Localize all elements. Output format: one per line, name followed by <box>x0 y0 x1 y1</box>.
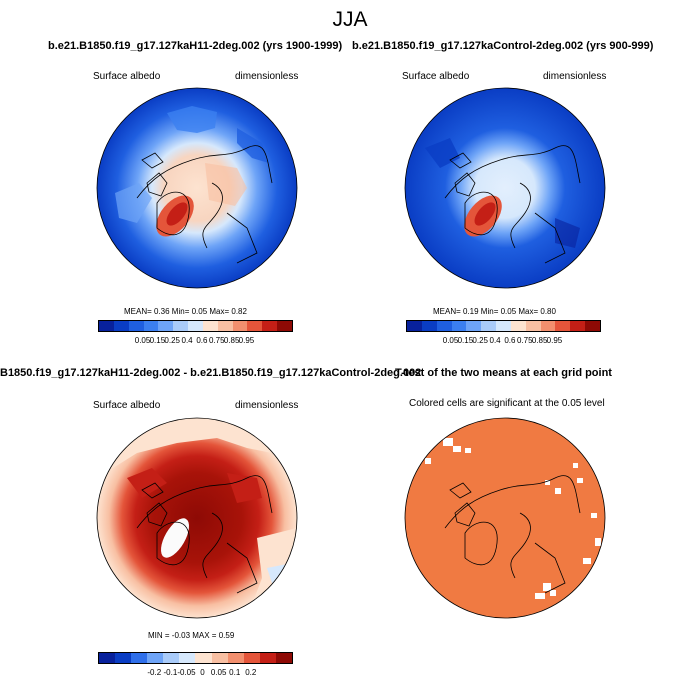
colorbar-tick-label: 0.85 <box>531 336 548 345</box>
panel2-colorbar <box>406 320 601 332</box>
colorbar-swatch <box>451 321 467 331</box>
colorbar-swatch <box>436 321 452 331</box>
colorbar-swatch <box>188 321 203 331</box>
colorbar-tick-label: 0.4 <box>181 336 193 345</box>
colorbar-swatch <box>232 321 248 331</box>
colorbar-swatch <box>163 653 180 663</box>
panel2-units-label: dimensionless <box>543 71 607 82</box>
colorbar-swatch <box>147 653 164 663</box>
panel3-map <box>96 417 298 619</box>
colorbar-tick-label: 0.15 <box>457 336 474 345</box>
colorbar-tick-label: -0.1 <box>163 668 178 677</box>
panel3-stats: MIN = -0.03 MAX = 0.59 <box>148 631 235 640</box>
colorbar-swatch <box>243 653 260 663</box>
colorbar-swatch <box>570 321 586 331</box>
colorbar-swatch <box>131 653 148 663</box>
colorbar-swatch <box>510 321 526 331</box>
panel2-variable-label: Surface albedo <box>402 71 470 82</box>
colorbar-tick-label: 0.25 <box>472 336 489 345</box>
colorbar-swatch <box>173 321 189 331</box>
colorbar-swatch <box>496 321 511 331</box>
colorbar-tick-label: 0.15 <box>149 336 166 345</box>
colorbar-tick-label: 0.75 <box>208 336 225 345</box>
colorbar-swatch <box>158 321 174 331</box>
colorbar-tick-label: 0.75 <box>516 336 533 345</box>
colorbar-tick-label: 0.85 <box>223 336 240 345</box>
panel3-colorbar-ticks: -0.2 -0.1 -0.05 0 0.05 0.1 0.2 <box>98 668 291 678</box>
colorbar-tick-label: 0.05 <box>134 336 151 345</box>
colorbar-swatch <box>115 653 132 663</box>
colorbar-tick-label: 0.95 <box>238 336 255 345</box>
colorbar-swatch <box>247 321 263 331</box>
colorbar-swatch <box>179 653 196 663</box>
colorbar-swatch <box>99 653 116 663</box>
colorbar-tick-label: 0.4 <box>489 336 501 345</box>
colorbar-swatch <box>275 653 292 663</box>
panel2-map <box>404 87 606 289</box>
panel1-colorbar-ticks: 0.05 0.15 0.25 0.4 0.6 0.75 0.85 0.95 <box>98 336 291 346</box>
panel1-map <box>96 87 298 289</box>
panel3-title: B1850.f19_g17.127kaH11-2deg.002 - b.e21.… <box>0 367 422 379</box>
colorbar-swatch <box>143 321 159 331</box>
colorbar-tick-label: 0.05 <box>442 336 459 345</box>
colorbar-swatch <box>421 321 437 331</box>
colorbar-swatch <box>99 321 114 331</box>
colorbar-tick-label: -0.2 <box>147 668 162 677</box>
colorbar-tick-label: 0.1 <box>229 668 241 677</box>
colorbar-swatch <box>540 321 556 331</box>
panel1-variable-label: Surface albedo <box>93 71 161 82</box>
panel1-colorbar <box>98 320 293 332</box>
colorbar-tick-label: 0.25 <box>164 336 181 345</box>
colorbar-swatch <box>128 321 144 331</box>
panel2-colorbar-ticks: 0.05 0.15 0.25 0.4 0.6 0.75 0.85 0.95 <box>406 336 599 346</box>
colorbar-tick-label: 0.05 <box>210 668 227 677</box>
colorbar-swatch <box>202 321 218 331</box>
colorbar-swatch <box>195 653 212 663</box>
colorbar-swatch <box>227 653 244 663</box>
colorbar-swatch <box>407 321 422 331</box>
panel2-stats: MEAN= 0.19 Min= 0.05 Max= 0.80 <box>433 307 556 316</box>
colorbar-swatch <box>113 321 129 331</box>
panel4-title: T-test of the two means at each grid poi… <box>395 367 612 379</box>
colorbar-swatch <box>525 321 541 331</box>
colorbar-swatch <box>585 321 600 331</box>
colorbar-tick-label: 0.6 <box>196 336 208 345</box>
panel1-title: b.e21.B1850.f19_g17.127kaH11-2deg.002 (y… <box>48 40 343 52</box>
figure-title: JJA <box>332 8 368 31</box>
panel4-map <box>404 417 606 619</box>
panel1-stats: MEAN= 0.36 Min= 0.05 Max= 0.82 <box>124 307 247 316</box>
panel3-variable-label: Surface albedo <box>93 400 161 411</box>
colorbar-swatch <box>259 653 276 663</box>
panel2-title: b.e21.B1850.f19_g17.127kaControl-2deg.00… <box>352 40 654 52</box>
colorbar-swatch <box>217 321 233 331</box>
colorbar-tick-label: -0.05 <box>177 668 196 677</box>
colorbar-swatch <box>211 653 228 663</box>
colorbar-tick-label: 0 <box>200 668 205 677</box>
colorbar-swatch <box>277 321 292 331</box>
colorbar-swatch <box>262 321 278 331</box>
colorbar-swatch <box>466 321 482 331</box>
colorbar-tick-label: 0.6 <box>504 336 516 345</box>
panel4-subtitle: Colored cells are significant at the 0.0… <box>409 398 605 409</box>
panel3-units-label: dimensionless <box>235 400 299 411</box>
colorbar-swatch <box>555 321 571 331</box>
colorbar-swatch <box>481 321 497 331</box>
panel3-colorbar <box>98 652 293 664</box>
colorbar-tick-label: 0.2 <box>245 668 257 677</box>
panel1-units-label: dimensionless <box>235 71 299 82</box>
colorbar-tick-label: 0.95 <box>546 336 563 345</box>
